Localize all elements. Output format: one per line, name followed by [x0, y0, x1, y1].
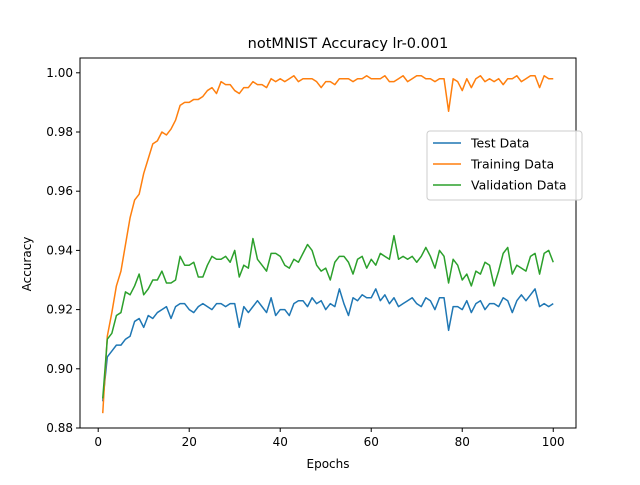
- x-tick-label: 40: [273, 435, 288, 449]
- legend-label: Training Data: [470, 157, 554, 172]
- x-tick-label: 0: [94, 435, 102, 449]
- y-tick-label: 1.00: [46, 66, 73, 80]
- x-tick-label: 60: [364, 435, 379, 449]
- x-tick-label: 100: [542, 435, 565, 449]
- series-line-test-data: [102, 288, 554, 402]
- y-tick-label: 0.90: [46, 362, 73, 376]
- legend: Test Data Training Data Validation Data: [426, 130, 583, 201]
- series-line-training-data: [102, 75, 554, 414]
- legend-label: Validation Data: [471, 178, 567, 193]
- legend-label: Test Data: [470, 136, 529, 151]
- x-axis-label: Epochs: [307, 457, 350, 471]
- plot-lines: [102, 75, 554, 414]
- plot-frame: [79, 57, 577, 429]
- y-axis-label: Accuracy: [20, 237, 34, 292]
- y-tick-label: 0.92: [46, 303, 73, 317]
- y-axis-ticks: 0.88 0.90 0.92 0.94 0.96 0.98 1.00: [46, 66, 80, 435]
- y-tick-label: 0.98: [46, 125, 73, 139]
- y-tick-label: 0.96: [46, 184, 73, 198]
- series-line-validation-data: [102, 234, 554, 399]
- y-tick-label: 0.88: [46, 421, 73, 435]
- y-tick-label: 0.94: [46, 243, 73, 257]
- chart-title: notMNIST Accuracy lr-0.001: [248, 36, 449, 52]
- x-tick-label: 20: [182, 435, 197, 449]
- legend-box: [426, 130, 583, 201]
- x-axis-ticks: 0 20 40 60 80 100: [94, 428, 565, 449]
- x-tick-label: 80: [455, 435, 470, 449]
